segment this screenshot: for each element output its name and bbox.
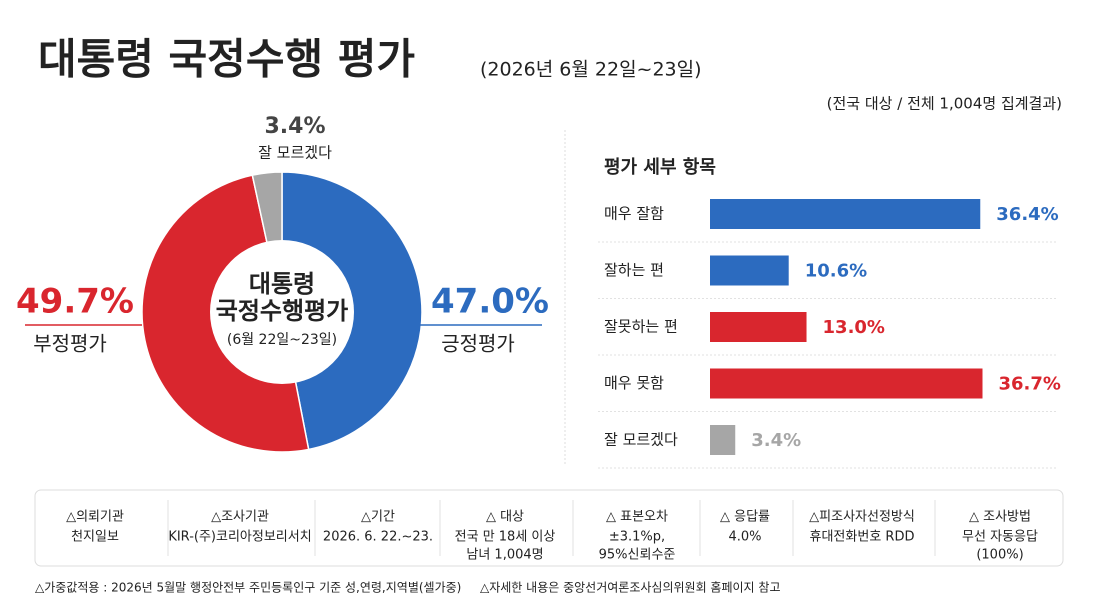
table-value: KIR-(주)코리아정보리서치: [168, 530, 311, 545]
bar: [710, 255, 789, 286]
value-label: 3.4%: [751, 430, 801, 451]
bar: [710, 199, 981, 229]
category-label: 부정평가: [33, 332, 107, 356]
table-value: 4.0%: [728, 530, 761, 545]
value-label: 10.6%: [805, 261, 867, 282]
table-value: 전국 만 18세 이상: [455, 530, 556, 545]
center-label: 국정수행평가: [216, 297, 348, 325]
bar: [710, 312, 807, 342]
table-header: △ 표본오차: [606, 510, 668, 525]
subtitle: (2026년 6월 22일~23일): [480, 59, 702, 81]
table-header: △피조사자선정방식: [809, 510, 915, 525]
category-label: 잘 모르겠다: [258, 144, 332, 162]
center-label: 대통령: [249, 270, 315, 298]
category-label: 매우 못함: [604, 374, 664, 392]
title: 대통령 국정수행 평가: [38, 35, 415, 84]
table-header: △조사기관: [211, 510, 269, 525]
bar-title: 평가 세부 항목: [604, 157, 716, 178]
category-label: 매우 잘함: [604, 205, 664, 223]
table-value: 2026. 6. 22.~23.: [323, 530, 433, 545]
table-value: 95%신뢰수준: [599, 548, 676, 563]
bar: [710, 425, 736, 455]
footnote: △자세한 내용은 중앙선거여론조사심의위원회 홈페이지 참고: [480, 581, 781, 595]
table-header: △기간: [361, 510, 395, 525]
value-label: 3.4%: [264, 114, 325, 139]
category-label: 잘 모르겠다: [604, 431, 678, 449]
table-value: 휴대전화번호 RDD: [810, 530, 915, 545]
table-header: △ 조사방법: [969, 510, 1031, 525]
table-header: △ 응답률: [720, 510, 770, 525]
table-value: 남녀 1,004명: [466, 548, 543, 563]
value-label: 36.7%: [998, 374, 1060, 395]
category-label: 잘하는 편: [604, 261, 664, 279]
table-value: (100%): [976, 548, 1023, 563]
value-label: 47.0%: [431, 282, 549, 322]
table-header: △ 대상: [486, 510, 524, 525]
table-value: 무선 자동응답: [962, 530, 1038, 545]
info-box: [34, 489, 1064, 567]
table-header: △의뢰기관: [66, 510, 124, 525]
value-label: 49.7%: [16, 282, 134, 322]
category-label: 긍정평가: [441, 332, 515, 356]
note: (전국 대상 / 전체 1,004명 집계결과): [827, 95, 1062, 113]
value-label: 36.4%: [996, 204, 1058, 225]
bar: [710, 368, 983, 399]
category-label: 잘못하는 편: [604, 318, 678, 336]
value-label: 13.0%: [823, 317, 885, 338]
footnote: △가중값적용 : 2026년 5월말 행정안전부 주민등록인구 기준 성,연령,…: [35, 580, 461, 595]
table-value: ±3.1%p,: [609, 530, 665, 545]
center-label: (6월 22일~23일): [227, 332, 337, 348]
pie-hole: [210, 240, 354, 384]
table-value: 천지일보: [71, 530, 119, 545]
